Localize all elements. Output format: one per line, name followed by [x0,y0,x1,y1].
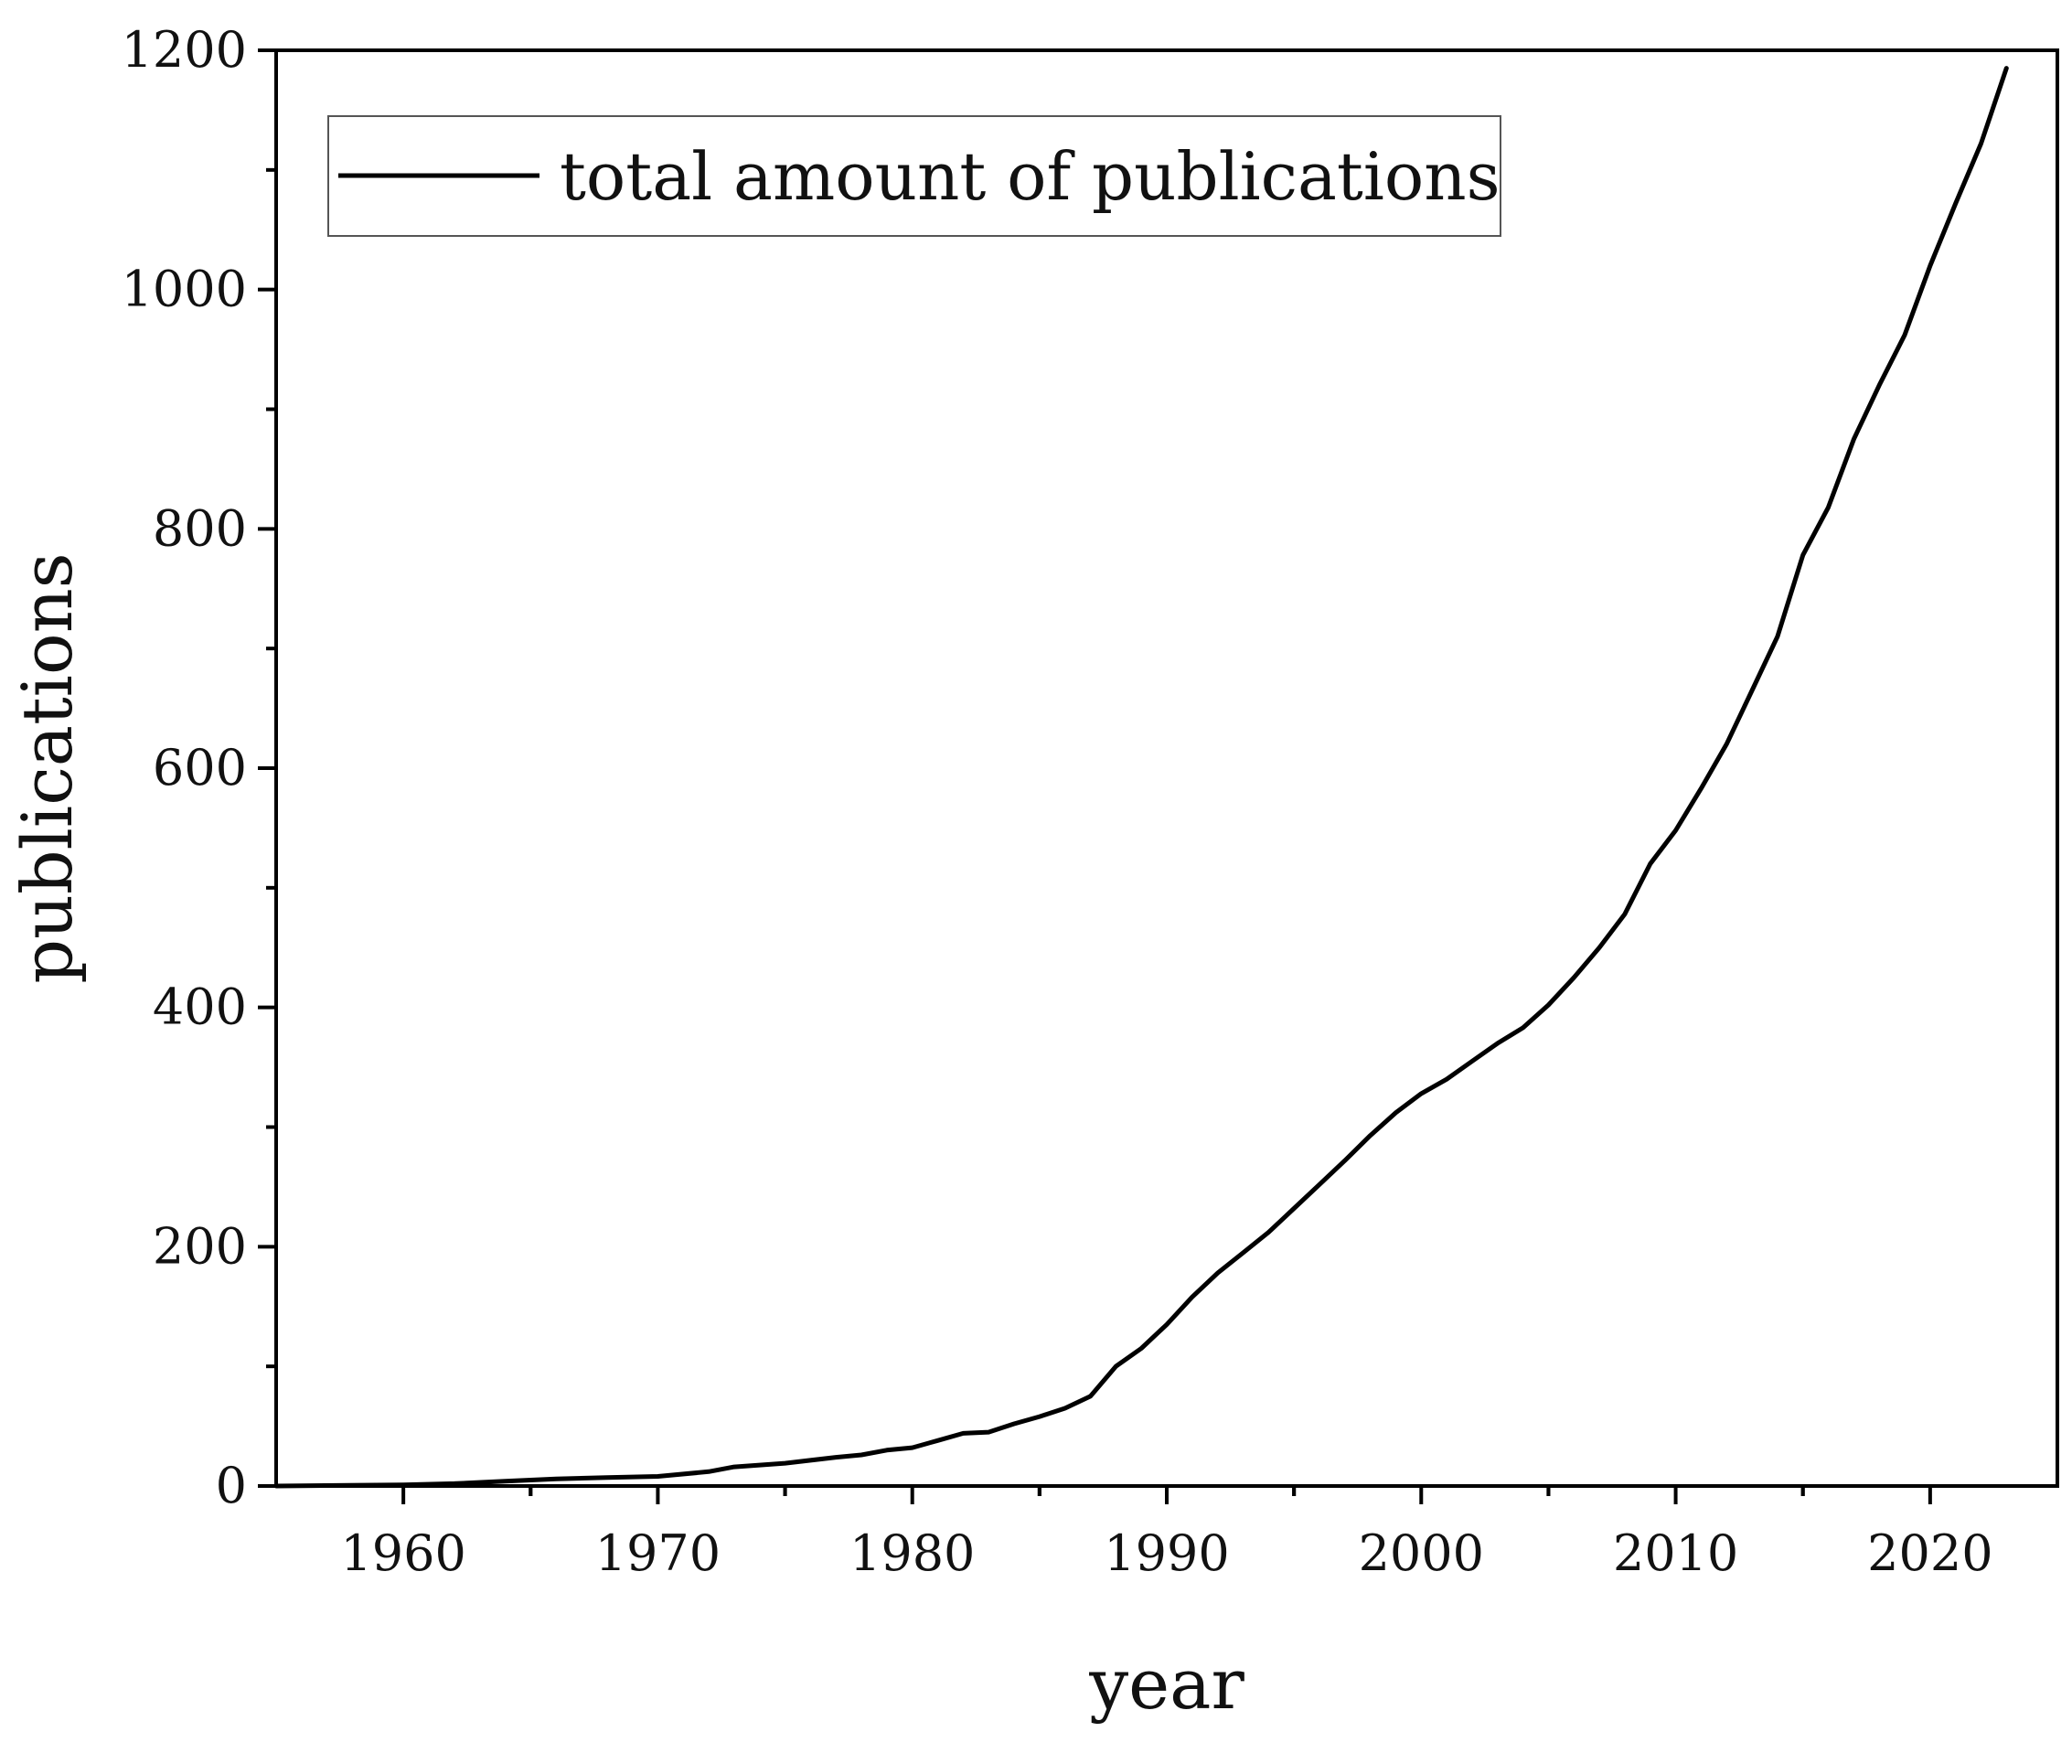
x-tick-label: 1980 [849,1524,975,1582]
plot-frame [274,48,2059,1488]
y-tick-label: 0 [216,1457,247,1514]
x-tick-label: 2020 [1867,1524,1992,1582]
y-tick-label: 800 [153,499,247,557]
x-tick-label: 1990 [1104,1524,1229,1582]
y-axis-title: publications [6,552,88,983]
x-tick-label: 2000 [1359,1524,1484,1582]
axis-ticks: 1960 1970 1980 1990 2000 2010 2020 0 200 400 600 80… [122,21,1993,1582]
x-tick-label: 2010 [1613,1524,1738,1582]
x-tick-label: 1970 [595,1524,721,1582]
y-tick-label: 1200 [122,21,247,79]
series-layer [273,66,2009,1489]
x-tick-label: 1960 [340,1524,465,1582]
series-line-0 [273,66,2009,1489]
y-tick-label: 400 [153,978,247,1036]
y-tick-label: 200 [153,1217,247,1275]
y-tick-label: 1000 [122,261,247,318]
y-tick-label: 600 [153,739,247,796]
x-axis-title: year [1088,1643,1244,1725]
legend-label: total amount of publications [560,138,1501,215]
legend: total amount of publications [327,115,1501,237]
